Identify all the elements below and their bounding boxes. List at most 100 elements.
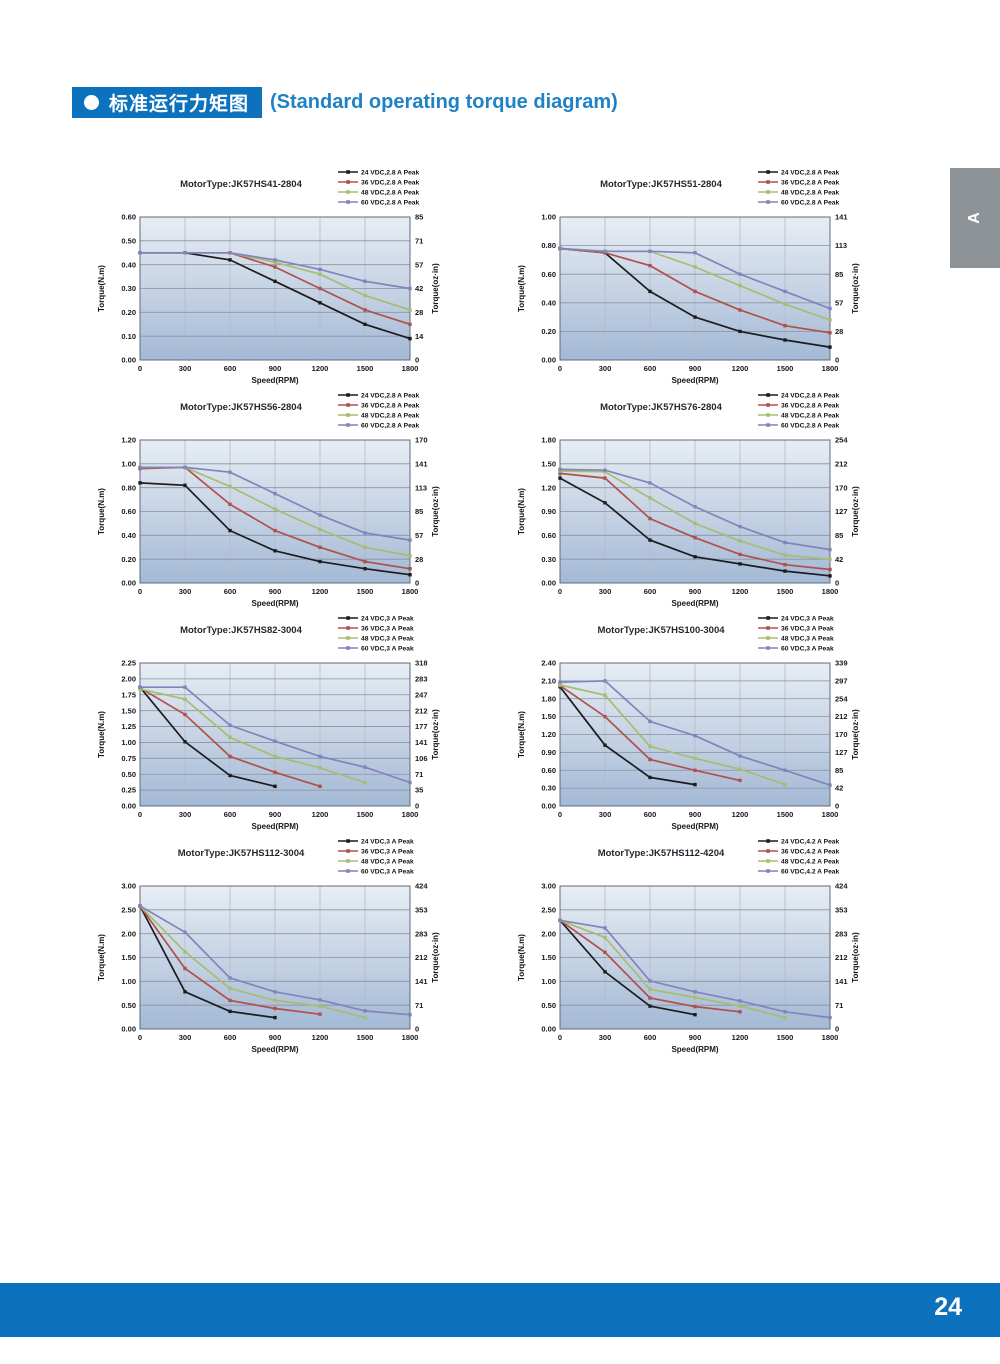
svg-text:2.40: 2.40 bbox=[541, 659, 556, 668]
svg-text:24 VDC,2.8 A Peak: 24 VDC,2.8 A Peak bbox=[361, 392, 420, 399]
y-axis-right-labels: 0 28 57 85 113 141 170 bbox=[415, 436, 428, 588]
x-axis-title: Speed(RPM) bbox=[251, 822, 298, 831]
svg-text:57: 57 bbox=[835, 298, 843, 307]
svg-text:0.50: 0.50 bbox=[121, 770, 136, 779]
y-axis-right-labels: 0 35 71 106 141 177 212 247 283 318 bbox=[415, 659, 428, 811]
svg-text:900: 900 bbox=[689, 810, 702, 819]
y-axis-right-labels: 0 71 141 212 283 353 424 bbox=[835, 882, 848, 1034]
y-axis-right-labels: 0 71 141 212 283 353 424 bbox=[415, 882, 428, 1034]
svg-text:60 VDC,3 A Peak: 60 VDC,3 A Peak bbox=[781, 645, 834, 652]
svg-text:1800: 1800 bbox=[402, 587, 419, 596]
svg-text:353: 353 bbox=[415, 905, 428, 914]
series-line bbox=[138, 465, 412, 542]
svg-text:212: 212 bbox=[835, 459, 848, 468]
svg-text:14: 14 bbox=[415, 332, 424, 341]
svg-text:0.60: 0.60 bbox=[121, 213, 136, 222]
x-axis-labels: 0 300 600 900 1200 1500 1800 bbox=[138, 364, 418, 373]
svg-text:212: 212 bbox=[415, 706, 428, 715]
svg-text:36 VDC,3 A Peak: 36 VDC,3 A Peak bbox=[781, 625, 834, 632]
svg-text:1200: 1200 bbox=[312, 587, 329, 596]
series-line bbox=[138, 685, 412, 785]
svg-text:24 VDC,2.8 A Peak: 24 VDC,2.8 A Peak bbox=[781, 169, 840, 176]
plot-border bbox=[559, 885, 831, 1030]
svg-text:141: 141 bbox=[415, 977, 428, 986]
svg-text:0.00: 0.00 bbox=[541, 1025, 556, 1034]
y-axis-left-labels: 0.00 0.50 1.00 1.50 2.00 2.50 3.00 bbox=[121, 882, 136, 1034]
series-line bbox=[558, 467, 832, 552]
svg-text:0.00: 0.00 bbox=[541, 356, 556, 365]
y-axis-right-title: Torque(oz·in) bbox=[851, 263, 860, 314]
svg-text:300: 300 bbox=[599, 364, 612, 373]
svg-text:24 VDC,3 A Peak: 24 VDC,3 A Peak bbox=[361, 838, 414, 845]
svg-text:0.00: 0.00 bbox=[121, 356, 136, 365]
svg-text:0: 0 bbox=[415, 579, 419, 588]
svg-text:300: 300 bbox=[179, 1033, 192, 1042]
svg-text:0: 0 bbox=[835, 579, 839, 588]
svg-text:424: 424 bbox=[415, 882, 428, 891]
svg-text:85: 85 bbox=[835, 531, 843, 540]
chart-legend: 24 VDC,4.2 A Peak 36 VDC,4.2 A Peak 48 VDC… bbox=[758, 838, 840, 875]
charts-grid: 0.00 0.10 0.20 0.30 0.40 0.50 0.60 0 14 28 42 57 71 8… bbox=[88, 158, 860, 1054]
section-title-cn: 标准运行力矩图 bbox=[109, 94, 250, 115]
svg-text:0.30: 0.30 bbox=[121, 284, 136, 293]
svg-text:0.40: 0.40 bbox=[121, 260, 136, 269]
x-axis-labels: 0 300 600 900 1200 1500 1800 bbox=[138, 810, 418, 819]
svg-text:24 VDC,3 A Peak: 24 VDC,3 A Peak bbox=[361, 615, 414, 622]
chart-title: MotorType:JK57HS112-3004 bbox=[178, 848, 305, 859]
svg-text:0.60: 0.60 bbox=[541, 270, 556, 279]
svg-text:28: 28 bbox=[415, 555, 423, 564]
torque-chart-svg: 0.00 0.10 0.20 0.30 0.40 0.50 0.60 0 14 28 42 57 71 8… bbox=[97, 169, 440, 385]
series-line bbox=[558, 683, 787, 787]
torque-chart-svg: 0.00 0.20 0.40 0.60 0.80 1.00 0 28 57 85 113 141 0 30… bbox=[517, 169, 860, 385]
svg-text:0: 0 bbox=[558, 587, 562, 596]
svg-text:36 VDC,3 A Peak: 36 VDC,3 A Peak bbox=[361, 625, 414, 632]
svg-text:60 VDC,2.8 A Peak: 60 VDC,2.8 A Peak bbox=[781, 422, 840, 429]
svg-text:24 VDC,2.8 A Peak: 24 VDC,2.8 A Peak bbox=[781, 392, 840, 399]
x-axis-title: Speed(RPM) bbox=[251, 376, 298, 385]
svg-text:0.25: 0.25 bbox=[121, 786, 136, 795]
svg-text:1.50: 1.50 bbox=[541, 459, 556, 468]
section-header: 标准运行力矩图 (Standard operating torque diagr… bbox=[72, 87, 618, 118]
chart-title: MotorType:JK57HS56-2804 bbox=[180, 402, 303, 413]
svg-text:1.00: 1.00 bbox=[121, 738, 136, 747]
svg-text:36 VDC,4.2 A Peak: 36 VDC,4.2 A Peak bbox=[781, 848, 840, 855]
chart-title: MotorType:JK57HS41-2804 bbox=[180, 179, 303, 190]
svg-text:0.80: 0.80 bbox=[541, 241, 556, 250]
torque-chart-7: 0.00 0.50 1.00 1.50 2.00 2.50 3.00 0 71 141 212 283… bbox=[88, 827, 440, 1054]
plot-border bbox=[559, 662, 831, 807]
svg-text:1200: 1200 bbox=[732, 364, 749, 373]
svg-text:0.20: 0.20 bbox=[121, 555, 136, 564]
svg-text:1200: 1200 bbox=[312, 1033, 329, 1042]
svg-text:1.75: 1.75 bbox=[121, 690, 136, 699]
svg-text:60 VDC,2.8 A Peak: 60 VDC,2.8 A Peak bbox=[781, 199, 840, 206]
svg-text:1500: 1500 bbox=[777, 1033, 794, 1042]
svg-text:48 VDC,3 A Peak: 48 VDC,3 A Peak bbox=[781, 635, 834, 642]
svg-text:0.80: 0.80 bbox=[121, 483, 136, 492]
series-line bbox=[558, 471, 832, 572]
y-axis-left-title: Torque(N.m) bbox=[517, 934, 526, 981]
torque-chart-svg: 0.00 0.20 0.40 0.60 0.80 1.00 1.20 0 28 57 85 113 14… bbox=[97, 392, 440, 608]
torque-chart-5: 0.00 0.25 0.50 0.75 1.00 1.25 1.50 1.75 2.00 2.25… bbox=[88, 604, 440, 831]
chart-legend: 24 VDC,3 A Peak 36 VDC,3 A Peak 48 VDC,3 A… bbox=[338, 838, 414, 875]
svg-text:0.50: 0.50 bbox=[121, 1001, 136, 1010]
svg-text:0.30: 0.30 bbox=[541, 784, 556, 793]
side-tab: A bbox=[950, 168, 1000, 268]
y-axis-right-title: Torque(oz·in) bbox=[431, 263, 440, 314]
svg-text:0.00: 0.00 bbox=[121, 579, 136, 588]
svg-text:600: 600 bbox=[644, 364, 657, 373]
y-axis-right-labels: 0 14 28 42 57 71 85 bbox=[415, 213, 424, 365]
y-axis-left-labels: 0.00 0.10 0.20 0.30 0.40 0.50 0.60 bbox=[121, 213, 136, 365]
y-axis-right-title: Torque(oz·in) bbox=[431, 709, 440, 760]
svg-text:0: 0 bbox=[558, 810, 562, 819]
svg-text:0: 0 bbox=[835, 1025, 839, 1034]
svg-text:48 VDC,2.8 A Peak: 48 VDC,2.8 A Peak bbox=[361, 412, 420, 419]
svg-text:0.60: 0.60 bbox=[541, 531, 556, 540]
svg-text:2.10: 2.10 bbox=[541, 677, 556, 686]
svg-text:48 VDC,4.2 A Peak: 48 VDC,4.2 A Peak bbox=[781, 858, 840, 865]
svg-text:2.00: 2.00 bbox=[121, 929, 136, 938]
svg-text:71: 71 bbox=[415, 770, 423, 779]
chart-title: MotorType:JK57HS51-2804 bbox=[600, 179, 723, 190]
svg-text:170: 170 bbox=[415, 436, 428, 445]
svg-text:60 VDC,2.8 A Peak: 60 VDC,2.8 A Peak bbox=[361, 422, 420, 429]
svg-text:0.50: 0.50 bbox=[121, 236, 136, 245]
